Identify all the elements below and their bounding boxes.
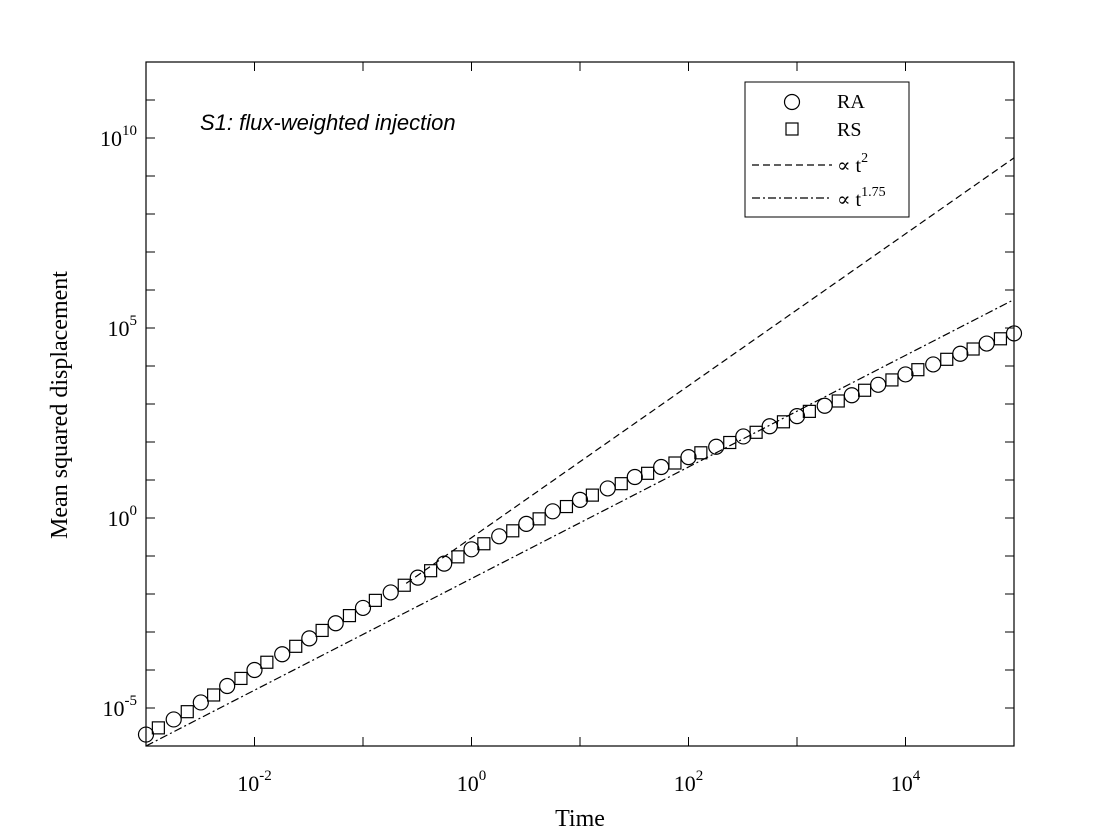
y-tick-label-base: 10	[103, 696, 125, 721]
y-axis-label: Mean squared displacement	[47, 271, 73, 539]
data-point-rs	[477, 537, 491, 551]
data-point-ra	[327, 615, 344, 632]
axis-ticks	[145, 61, 1015, 747]
y-tick-label: 105	[108, 313, 138, 341]
y-tick-label-exponent: -5	[125, 693, 138, 709]
y-tick-label-base: 10	[108, 316, 130, 341]
legend-label-t175-base: ∝ t	[837, 189, 862, 211]
data-point-ra	[409, 569, 426, 586]
y-tick-label-exponent: 10	[122, 123, 137, 139]
data-point-ra	[382, 584, 399, 601]
x-tick-label-exponent: 2	[696, 768, 704, 784]
legend-label-t2-exponent: 2	[861, 151, 868, 166]
data-point-rs	[207, 688, 221, 702]
data-point-ra	[192, 694, 209, 711]
data-point-rs	[315, 623, 329, 638]
legend-marker-ra	[783, 93, 801, 111]
legend-label-t175: ∝ t1.75	[837, 185, 886, 211]
data-point-rs	[858, 383, 872, 397]
series-line-3	[145, 299, 1015, 747]
data-point-rs	[506, 524, 520, 538]
data-point-ra	[571, 491, 589, 508]
x-tick-label: 102	[674, 768, 704, 796]
data-point-rs	[940, 352, 954, 366]
x-tick-label: 100	[457, 768, 487, 796]
legend-label-rs: RS	[837, 119, 861, 141]
data-point-ra	[626, 468, 643, 486]
data-point-rs	[234, 671, 248, 686]
chart-annotation: S1: flux-weighted injection	[200, 110, 456, 135]
x-tick-label-base: 10	[237, 771, 259, 796]
data-point-rs	[966, 342, 980, 356]
data-point-ra	[301, 630, 318, 647]
y-tick-label-base: 10	[108, 506, 130, 531]
plot-area	[137, 157, 1023, 747]
x-tick-label-base: 10	[457, 771, 479, 796]
legend: RA RS ∝ t2 ∝ t1.75	[744, 81, 910, 218]
data-point-rs	[802, 404, 816, 418]
data-point-ra	[165, 711, 182, 728]
data-point-rs	[180, 705, 194, 719]
y-tick-label-base: 10	[100, 126, 122, 151]
data-point-rs	[668, 456, 682, 470]
y-tick-label: 10-5	[103, 693, 138, 721]
legend-label-ra: RA	[837, 91, 865, 113]
data-point-rs	[532, 512, 546, 526]
x-tick-label-base: 10	[674, 771, 696, 796]
x-tick-label-exponent: 0	[479, 768, 487, 784]
data-point-rs	[260, 655, 274, 669]
data-point-rs	[614, 477, 628, 491]
legend-label-t2-base: ∝ t	[837, 155, 862, 177]
data-point-rs	[885, 373, 899, 387]
x-tick-label-exponent: -2	[259, 768, 272, 784]
y-tick-label-exponent: 5	[130, 313, 138, 329]
data-point-ra	[219, 677, 236, 695]
data-point-rs	[451, 550, 465, 564]
data-point-ra	[518, 515, 535, 532]
axes-frame	[145, 61, 1015, 747]
data-point-rs	[694, 446, 708, 460]
data-point-ra	[354, 599, 372, 617]
legend-label-t175-exponent: 1.75	[861, 185, 886, 200]
x-tick-label-base: 10	[891, 771, 913, 796]
data-point-rs	[397, 578, 411, 592]
data-point-rs	[831, 394, 845, 408]
data-point-rs	[559, 499, 574, 514]
data-point-rs	[911, 363, 925, 377]
data-point-rs	[585, 488, 599, 502]
legend-marker-rs	[785, 122, 799, 136]
x-tick-label: 10-2	[237, 768, 272, 796]
data-point-ra	[274, 646, 291, 663]
data-point-rs	[342, 609, 357, 623]
data-point-rs	[368, 593, 382, 607]
x-axis-label: Time	[555, 806, 605, 832]
y-tick-label: 100	[108, 503, 138, 531]
series-line-2	[405, 157, 1015, 584]
x-tick-label-exponent: 4	[913, 768, 921, 784]
data-point-rs	[151, 721, 165, 735]
x-tick-label: 104	[891, 768, 921, 796]
y-tick-label-exponent: 0	[130, 503, 138, 519]
legend-label-t2: ∝ t2	[837, 151, 868, 177]
data-point-rs	[289, 639, 303, 653]
data-point-rs	[641, 466, 655, 480]
data-point-rs	[993, 332, 1008, 346]
data-point-rs	[749, 425, 763, 439]
legend-box	[744, 81, 910, 218]
data-point-ra	[246, 661, 263, 679]
y-tick-label: 1010	[100, 123, 137, 151]
